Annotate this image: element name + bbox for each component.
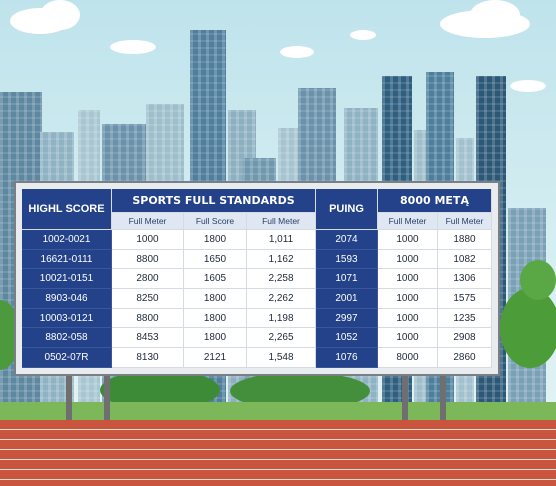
cloud [110,40,156,54]
table-cell: 1800 [184,328,247,349]
row-label: 0502-07R [22,348,112,368]
table-cell: 1000 [378,328,438,349]
table-cell: 1,011 [247,230,316,250]
tree [500,288,556,368]
cloud [510,80,546,92]
table-cell: 8130 [112,348,184,368]
table-cell: 1800 [184,289,247,309]
table-cell: 1000 [378,308,438,329]
table-cell: 2860 [438,348,492,368]
table-cell: 1000 [112,230,184,250]
row-label: 10021-0151 [22,269,112,290]
table-cell: 1605 [184,269,247,290]
row-label: 16621-0111 [22,249,112,270]
scoreboard: HIGHL SCORE SPORTS FULL STANDARDS PUING … [14,181,500,376]
board-post [440,372,446,420]
row-label: 1002-0021 [22,230,112,250]
table-cell: 1306 [438,269,492,290]
table-cell: 2121 [184,348,247,368]
subheader: Full Meter [112,213,184,230]
table-cell: 1800 [184,308,247,329]
table-cell: 1000 [378,230,438,250]
table-cell: 8800 [112,249,184,270]
table-cell: 1000 [378,289,438,309]
cloud [280,46,314,58]
row-label: 8903-046 [22,289,112,309]
title-right: 8000 METĄ [378,189,492,213]
row-label: 10003-0121 [22,308,112,329]
cloud [470,0,520,30]
board-post [402,372,408,420]
table-cell: 1650 [184,249,247,270]
row-label: 8802-058 [22,328,112,349]
board-post [104,372,110,420]
table-cell: 2,265 [247,328,316,349]
board-post [66,372,72,420]
cloud [350,30,376,40]
table-cell: 2,262 [247,289,316,309]
title-main: SPORTS FULL STANDARDS [112,189,316,213]
subheader: Full Meter [438,213,492,230]
tree [520,260,556,300]
table-cell: 1000 [378,269,438,290]
table-cell: 8000 [378,348,438,368]
subheader: Full Meter [247,213,316,230]
table-cell: 1000 [378,249,438,270]
table-cell: 2,258 [247,269,316,290]
subheader: Full Meter [378,213,438,230]
table-cell: 8800 [112,308,184,329]
running-track [0,420,556,486]
left-header: HIGHL SCORE [22,189,112,230]
table-cell: 1880 [438,230,492,250]
table-cell: 2001 [316,289,378,309]
scoreboard-grid: HIGHL SCORE SPORTS FULL STANDARDS PUING … [22,189,492,368]
table-cell: 2074 [316,230,378,250]
table-cell: 2800 [112,269,184,290]
table-cell: 1800 [184,230,247,250]
table-cell: 2997 [316,308,378,329]
table-cell: 1235 [438,308,492,329]
table-cell: 1,548 [247,348,316,368]
subheader: Full Score [184,213,247,230]
grass [0,402,556,422]
title-mid: PUING [316,189,378,230]
cloud [40,0,80,30]
table-cell: 1082 [438,249,492,270]
table-cell: 8453 [112,328,184,349]
table-cell: 1575 [438,289,492,309]
table-cell: 1,162 [247,249,316,270]
table-cell: 1,198 [247,308,316,329]
table-cell: 1052 [316,328,378,349]
table-cell: 1071 [316,269,378,290]
table-cell: 8250 [112,289,184,309]
table-cell: 1076 [316,348,378,368]
table-cell: 2908 [438,328,492,349]
table-cell: 1593 [316,249,378,270]
